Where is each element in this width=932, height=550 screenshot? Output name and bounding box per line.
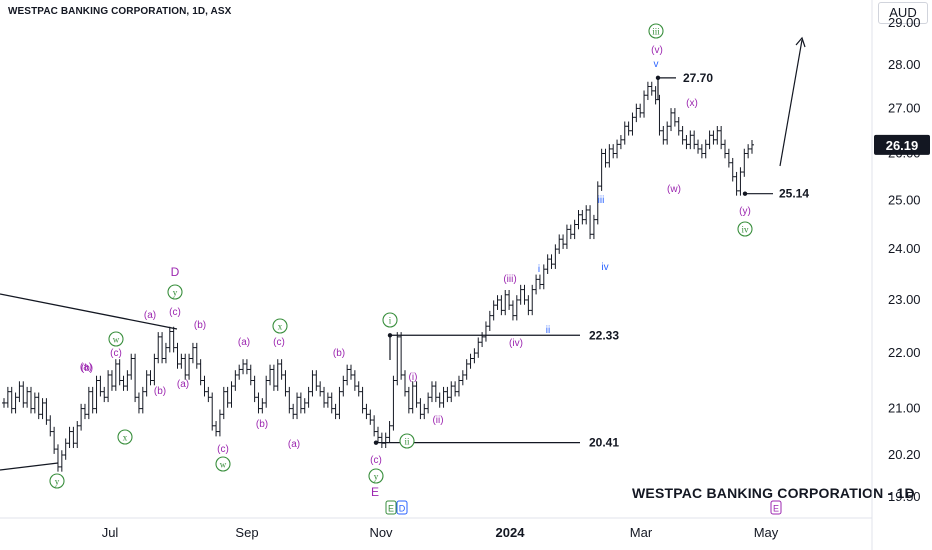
event-badge-label: D (399, 504, 406, 514)
wave-label: (c) (273, 337, 285, 348)
wave-label-circle (399, 433, 415, 449)
y-tick-label: 21.00 (888, 401, 921, 416)
wave-label-circle (215, 456, 231, 472)
x-tick-label: Mar (630, 525, 653, 540)
wave-label: (c) (217, 444, 229, 455)
wave-label-circle (167, 284, 183, 300)
wave-label: (c) (169, 307, 181, 318)
wave-label: ii (404, 437, 410, 447)
wave-label: E (371, 485, 379, 499)
x-tick-label: Sep (235, 525, 258, 540)
price-level-marker (373, 440, 379, 445)
wave-label: w (113, 335, 120, 345)
wave-label-circle (108, 331, 124, 347)
x-tick-label: Jul (102, 525, 119, 540)
wave-label: (a) (80, 362, 92, 373)
wave-label: y (374, 472, 379, 482)
y-tick-label: 29.00 (888, 15, 921, 30)
wave-label: (x) (686, 98, 698, 109)
wave-label-circle (382, 312, 398, 328)
projection-arrow-line (779, 39, 803, 167)
y-tick-label: 25.00 (888, 192, 921, 207)
wave-label: (c) (370, 455, 382, 466)
wave-label: iv (601, 262, 608, 273)
wave-label: y (173, 288, 178, 298)
wave-label-circle (117, 429, 133, 445)
wave-label: D (171, 265, 180, 279)
wave-label: (c) (110, 348, 122, 359)
y-tick-label: 23.00 (888, 292, 921, 307)
projection-arrow-head (795, 36, 806, 48)
x-tick-label: May (754, 525, 779, 540)
event-badge (770, 500, 782, 515)
wave-label-circle (272, 318, 288, 334)
price-level-label: 22.33 (589, 328, 619, 342)
price-level-label: 25.14 (779, 187, 809, 201)
wave-label: ii (546, 325, 550, 336)
wave-label: iv (741, 225, 749, 235)
wave-label-circle (737, 221, 753, 237)
y-tick-label: 22.00 (888, 345, 921, 360)
x-tick-label: 2024 (496, 525, 526, 540)
wave-label: (b) (333, 348, 345, 359)
wave-label: y (55, 477, 60, 487)
last-price-tag (874, 134, 930, 155)
x-tick-label: Nov (369, 525, 393, 540)
wave-label: (b) (154, 386, 166, 397)
price-level-label: 20.41 (589, 436, 619, 450)
y-tick-label: 24.00 (888, 241, 921, 256)
wave-label: (i) (409, 372, 418, 383)
chart-watermark: WESTPAC BANKING CORPORATION - 1D (632, 485, 915, 501)
wave-label-circle (49, 473, 65, 489)
wave-label: x (123, 433, 128, 443)
y-tick-label: 28.00 (888, 57, 921, 72)
y-tick-label: 20.20 (888, 447, 921, 462)
wave-label: i (389, 316, 392, 326)
wave-label: (v) (651, 45, 663, 56)
wave-label-circle (368, 468, 384, 484)
wave-label: (a) (144, 310, 156, 321)
wave-label: (ii) (432, 415, 443, 426)
y-tick-label: 27.00 (888, 100, 921, 115)
wave-label: (iv) (509, 338, 523, 349)
trendline-lower (0, 462, 59, 471)
price-level-marker (387, 333, 393, 338)
wave-label: x (278, 322, 283, 332)
wave-label: (a) (177, 379, 189, 390)
price-level-label: 27.70 (683, 71, 713, 85)
wave-label: (a) (288, 439, 300, 450)
wave-label: (y) (739, 206, 751, 217)
wave-label: (iii) (503, 274, 516, 285)
event-badge (396, 500, 408, 515)
trendline-upper (0, 293, 178, 330)
wave-label: (w) (667, 184, 681, 195)
y-tick-label: 19.50 (888, 489, 921, 504)
wave-label: (b) (194, 320, 206, 331)
wave-label: i (538, 264, 540, 275)
event-badge (385, 500, 397, 515)
wave-label: iii (652, 27, 660, 37)
currency-button[interactable]: AUD (878, 2, 928, 24)
wave-label: (b) (81, 363, 93, 374)
wave-label: iii (598, 195, 605, 206)
wave-label: (a) (238, 337, 250, 348)
chart-symbol-header: WESTPAC BANKING CORPORATION, 1D, ASX (8, 6, 232, 17)
wave-label: w (220, 460, 227, 470)
last-price-label: 26.19 (886, 138, 919, 153)
event-badge-label: E (388, 504, 394, 514)
wave-label: (b) (256, 419, 268, 430)
event-badge-label: E (773, 504, 779, 514)
wave-label-circle (648, 23, 664, 39)
price-level-marker (742, 191, 748, 196)
wave-label: v (654, 59, 659, 70)
